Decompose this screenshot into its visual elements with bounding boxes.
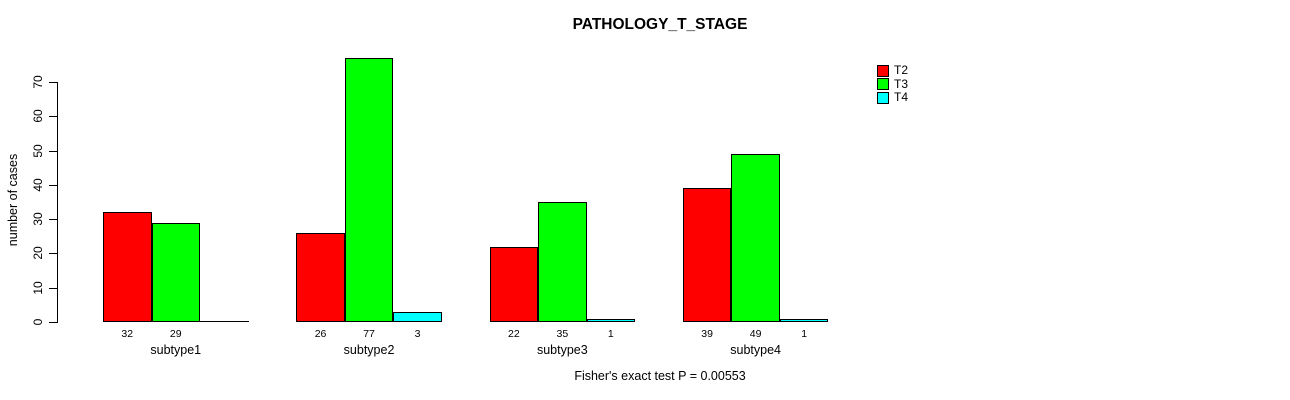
bar-T4-subtype2 bbox=[393, 312, 442, 322]
bar-T4-subtype1-zero-line bbox=[200, 321, 249, 322]
legend-row-T3: T3 bbox=[877, 76, 909, 92]
legend-label-T2: T2 bbox=[894, 63, 909, 78]
bar-value-label: 3 bbox=[414, 328, 421, 340]
category-label: subtype2 bbox=[343, 343, 395, 357]
bar-value-label: 29 bbox=[169, 328, 182, 340]
annotation-text: Fisher's exact test P = 0.00553 bbox=[574, 369, 746, 383]
legend-label-T3: T3 bbox=[894, 76, 909, 91]
y-tick bbox=[49, 184, 57, 186]
bar-T3-subtype3 bbox=[538, 202, 587, 322]
bar-value-label: 22 bbox=[508, 328, 520, 340]
bar-value-label: 26 bbox=[314, 328, 327, 340]
bar-T3-subtype4 bbox=[731, 154, 780, 322]
y-tick bbox=[49, 322, 57, 323]
y-tick bbox=[49, 150, 57, 152]
bar-value-label: 49 bbox=[749, 328, 762, 340]
y-tick bbox=[49, 219, 57, 221]
bar-T4-subtype4 bbox=[779, 319, 829, 322]
y-tick-label: 60 bbox=[31, 109, 45, 123]
legend-row-T4: T4 bbox=[877, 91, 908, 105]
bar-value-label: 77 bbox=[363, 328, 375, 340]
bar-T3-subtype1 bbox=[151, 223, 200, 322]
bar-T2-subtype3 bbox=[489, 247, 539, 322]
legend-row-T2: T2 bbox=[877, 64, 908, 78]
y-tick bbox=[49, 253, 57, 255]
bar-T2-subtype2 bbox=[296, 233, 345, 322]
chart-title: PATHOLOGY_T_STAGE bbox=[572, 16, 748, 33]
y-tick-label: 50 bbox=[31, 143, 45, 158]
bar-value-label: 39 bbox=[701, 328, 713, 340]
category-label: subtype4 bbox=[730, 343, 782, 357]
legend-swatch-T4 bbox=[877, 91, 889, 104]
y-tick-label: 10 bbox=[31, 281, 45, 295]
legend: T2 T3 T4 bbox=[877, 64, 908, 105]
legend-swatch-T3 bbox=[877, 78, 889, 91]
bar-value-label: 1 bbox=[801, 328, 808, 340]
y-tick bbox=[49, 287, 57, 289]
y-axis-line bbox=[57, 82, 58, 323]
legend-swatch-T2 bbox=[877, 64, 889, 77]
category-label: subtype3 bbox=[536, 343, 588, 357]
y-tick-label: 30 bbox=[31, 212, 45, 226]
legend-label-T4: T4 bbox=[894, 90, 909, 105]
category-label: subtype1 bbox=[150, 343, 202, 357]
y-tick-label: 0 bbox=[31, 318, 45, 326]
y-tick bbox=[49, 116, 57, 118]
bar-value-label: 32 bbox=[121, 328, 134, 340]
bar-T4-subtype3 bbox=[586, 319, 636, 322]
y-tick-label: 40 bbox=[31, 178, 45, 192]
bar-T2-subtype4 bbox=[682, 188, 732, 322]
bar-value-label: 35 bbox=[556, 328, 569, 340]
y-tick-label: 70 bbox=[31, 75, 45, 89]
bar-T3-subtype2 bbox=[344, 58, 394, 322]
bar-value-label: 1 bbox=[607, 328, 614, 340]
bar-T2-subtype1 bbox=[103, 212, 152, 322]
y-tick-label: 20 bbox=[31, 246, 45, 261]
y-tick bbox=[49, 82, 57, 83]
